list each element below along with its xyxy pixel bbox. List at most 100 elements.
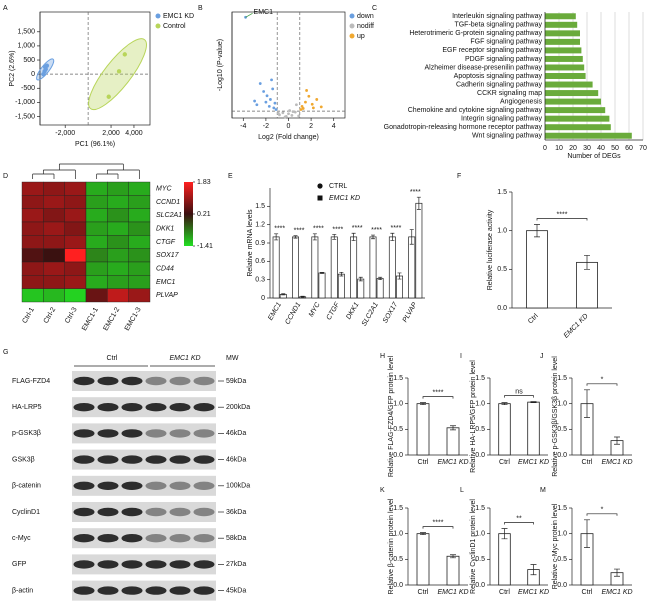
annotation: EMC1 (254, 9, 274, 16)
blot-mw-label: 46kDa (226, 456, 246, 463)
error-bar (332, 234, 337, 240)
y-tick-label: 1.5 (393, 505, 403, 512)
colorbar (184, 182, 193, 246)
y-tick-label: 0.5 (557, 556, 567, 563)
legend-marker (317, 183, 323, 189)
x-tick-label: -2 (263, 123, 269, 130)
x-axis-label: Number of DEGs (567, 153, 621, 160)
blot-strip (72, 449, 216, 470)
blot-band (193, 455, 215, 464)
heatmap-cell (107, 248, 129, 263)
panel-letter: E (228, 173, 233, 180)
y-tick-label: 0.5 (393, 556, 403, 563)
x-tick-label: 20 (569, 145, 577, 152)
bar (416, 533, 430, 586)
x-tick-label: 10 (555, 145, 563, 152)
point (295, 103, 298, 107)
row-label: CCND1 (156, 199, 180, 206)
blot-strip (72, 580, 216, 601)
point (290, 113, 294, 117)
y-tick-label: -500 (21, 85, 35, 92)
bar (545, 107, 606, 114)
point (288, 109, 292, 112)
heatmap-cell (64, 248, 87, 263)
blot-band (121, 376, 143, 386)
blot-strip (72, 475, 216, 496)
blot-band (97, 429, 119, 438)
x-tick-label: -4 (240, 123, 246, 130)
bar (415, 202, 423, 299)
column-label: Ctrl-2 (43, 306, 58, 324)
blot-mw-label: 58kDa (226, 535, 246, 542)
error-bar (501, 528, 508, 540)
bar (545, 21, 578, 28)
y-tick-label: 1.5 (497, 189, 507, 196)
blot-band (97, 507, 119, 517)
error-bar (281, 293, 286, 296)
blot-mw-header: MW (226, 355, 239, 362)
heatmap-cell (85, 248, 108, 263)
x-tick-label: CCND1 (284, 301, 302, 325)
blot-band (97, 534, 119, 543)
point (273, 101, 277, 105)
y-axis-label: Relative luciferase activity (487, 209, 494, 290)
heatmap-cell (85, 181, 108, 196)
heatmap-cell (85, 195, 108, 209)
bar (446, 555, 460, 586)
blot-mw-label: 59kDa (226, 378, 246, 385)
blot-band (97, 403, 119, 412)
error-bar (370, 234, 375, 240)
error-bar (293, 235, 298, 239)
heatmap-cell (128, 275, 151, 289)
y-tick-label: 1.0 (475, 531, 485, 538)
panel-letter: I (460, 353, 462, 360)
blot-band (73, 376, 95, 386)
significance: **** (557, 211, 568, 218)
panel-letter: D (3, 173, 8, 180)
colorbar-label: 1.83 (197, 179, 211, 186)
y-tick-label: 0.3 (255, 277, 265, 284)
blot-column-label: Ctrl (107, 355, 118, 362)
blot-band (169, 507, 191, 517)
legend-marker (155, 13, 161, 19)
bar (376, 278, 384, 299)
error-bar (274, 233, 279, 241)
x-tick-label: 40 (597, 145, 605, 152)
y-tick-label: -1,500 (15, 113, 35, 120)
blot-band (193, 429, 215, 438)
x-tick-label: DKK1 (345, 301, 360, 320)
category-label: Chemokine and cytokine signaling pathway (408, 107, 543, 114)
error-bar (534, 224, 540, 238)
blot-row-label: GSK3β (12, 456, 35, 463)
blot-row-label: GFP (12, 561, 27, 568)
point (305, 89, 308, 92)
heatmap-cell (43, 221, 65, 236)
x-tick-label: 2,000 (102, 130, 120, 137)
legend-label: nodiff (357, 23, 374, 30)
bar (498, 403, 511, 456)
blot-band (73, 481, 95, 490)
heatmap-cell (128, 261, 151, 276)
y-tick-label: 0 (261, 295, 265, 302)
blot-band (145, 586, 167, 595)
legend-marker (349, 13, 355, 19)
colorbar-label: 0.21 (197, 211, 211, 218)
significance: ** (516, 515, 522, 522)
blot-band (97, 455, 119, 464)
error-bar (358, 276, 363, 282)
bar (545, 38, 580, 45)
x-tick-label: Ctrl (582, 589, 593, 596)
category-label: CCKR signaling map (477, 90, 542, 97)
heatmap-cell (21, 221, 44, 236)
blot-band (73, 560, 95, 569)
error-bar (530, 401, 537, 403)
heatmap-cell (64, 235, 87, 249)
y-axis-label: Relative p-GSK3β/GSK3β protein level (552, 356, 559, 477)
panel-letter: M (540, 487, 546, 494)
heatmap-cell (43, 248, 65, 263)
heatmap-cell (64, 275, 87, 289)
column-label: Ctrl-1 (21, 306, 36, 324)
blot-mw-label: 46kDa (226, 430, 246, 437)
y-tick-label: 0.6 (255, 258, 265, 265)
plot-frame (231, 11, 346, 119)
